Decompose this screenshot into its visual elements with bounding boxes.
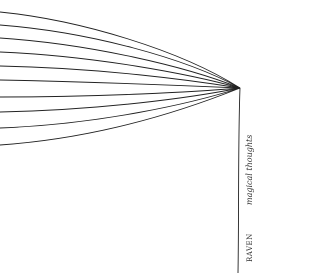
page: magical thoughts RAVEN (() => { const da…	[0, 0, 263, 273]
line	[0, 88, 240, 97]
vertical-line	[238, 88, 240, 273]
caption: magical thoughts	[245, 135, 254, 205]
line	[0, 88, 240, 112]
signature: RAVEN	[246, 233, 254, 262]
line	[0, 66, 240, 88]
artwork: magical thoughts RAVEN	[0, 0, 263, 273]
line	[0, 80, 240, 88]
line	[0, 12, 240, 88]
converging-lines	[0, 12, 240, 145]
